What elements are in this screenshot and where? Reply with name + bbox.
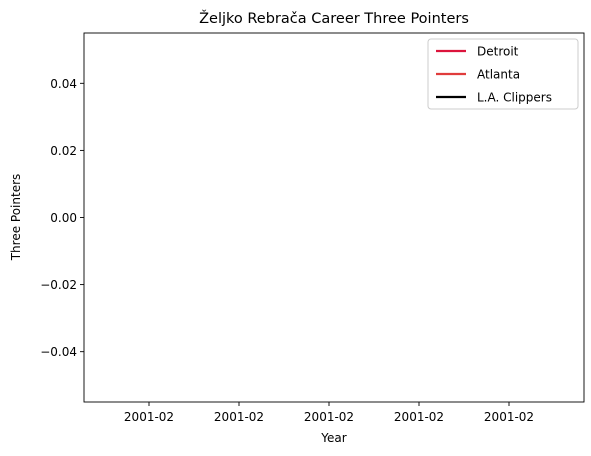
y-tick-label: 0.00 xyxy=(50,211,77,225)
x-tick-label: 2001-02 xyxy=(394,410,444,424)
y-axis: 0.04 0.02 0.00 −0.02 −0.04 xyxy=(40,77,84,359)
x-tick-label: 2001-02 xyxy=(214,410,264,424)
y-tick-label: 0.04 xyxy=(50,77,77,91)
legend-label: Detroit xyxy=(477,45,519,59)
x-axis: 2001-02 2001-02 2001-02 2001-02 2001-02 xyxy=(124,402,534,424)
x-tick-label: 2001-02 xyxy=(124,410,174,424)
legend-label: Atlanta xyxy=(477,68,520,82)
y-tick-label: −0.04 xyxy=(40,345,77,359)
chart-title: Željko Rebrača Career Three Pointers xyxy=(199,9,469,27)
y-tick-label: −0.02 xyxy=(40,278,77,292)
legend-frame xyxy=(427,38,579,110)
legend: Detroit Atlanta L.A. Clippers xyxy=(427,38,579,110)
y-axis-label: Three Pointers xyxy=(9,174,23,262)
x-tick-label: 2001-02 xyxy=(304,410,354,424)
legend-label: L.A. Clippers xyxy=(477,91,552,105)
x-tick-label: 2001-02 xyxy=(484,410,534,424)
x-axis-label: Year xyxy=(320,431,346,445)
y-tick-label: 0.02 xyxy=(50,144,77,158)
